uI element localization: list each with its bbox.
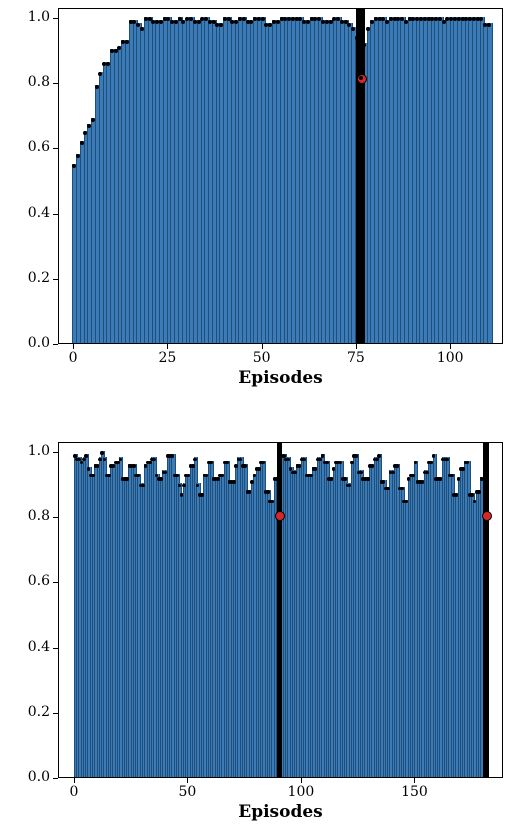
y-tick-label: 0.8 [10,74,50,90]
x-axis-label-top: Episodes [58,368,503,388]
x-tick-label: 100 [430,350,470,366]
x-axis-label-bottom: Episodes [58,802,503,822]
x-tick-mark [262,344,263,349]
x-tick-mark [301,778,302,783]
y-tick-label: 0.6 [10,139,50,155]
y-tick-label: 0.6 [10,573,50,589]
x-tick-label: 50 [242,350,282,366]
x-tick-label: 25 [147,350,187,366]
x-ticks-top: 0255075100 [58,8,503,374]
x-tick-mark [414,778,415,783]
x-tick-label: 0 [53,350,93,366]
x-tick-label: 150 [394,784,434,800]
y-tick-label: 1.0 [10,9,50,25]
y-tick-label: 0.4 [10,205,50,221]
x-tick-label: 100 [281,784,321,800]
figure: 0.0 0.2 0.4 0.6 0.8 1.0 0 25 50 75 100 Episodes 0… [0,0,518,840]
x-tick-mark [167,344,168,349]
y-tick-label: 0.2 [10,704,50,720]
x-tick-mark [450,344,451,349]
chart-bottom: 0.00.20.40.60.81.0 050100150 Episodes [58,442,503,828]
y-tick-label: 0.2 [10,270,50,286]
x-tick-mark [74,778,75,783]
x-ticks-bottom: 050100150 [58,442,503,808]
y-tick-label: 1.0 [10,443,50,459]
y-tick-label: 0.4 [10,639,50,655]
x-tick-label: 50 [167,784,207,800]
chart-top: 0.00.20.40.60.81.0 0255075100 Episodes [58,8,503,394]
y-tick-label: 0.0 [10,335,50,351]
x-tick-mark [356,344,357,349]
x-tick-label: 75 [336,350,376,366]
x-tick-label: 0 [54,784,94,800]
x-tick-mark [187,778,188,783]
y-tick-label: 0.0 [10,769,50,785]
y-tick-label: 0.8 [10,508,50,524]
x-tick-mark [73,344,74,349]
